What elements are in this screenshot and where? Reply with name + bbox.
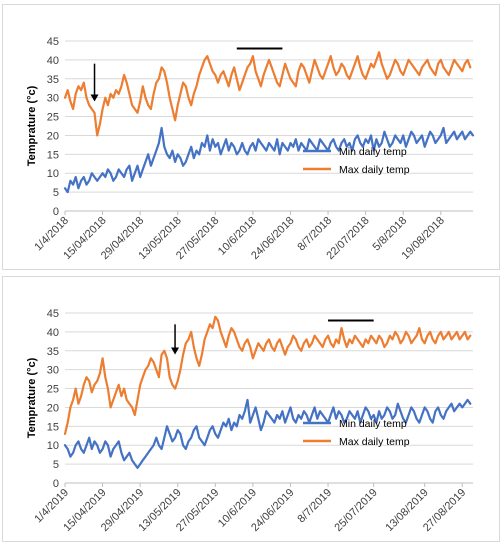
y-tick-label: 30 [47,365,59,377]
x-tick-label: 8/7/2019 [295,487,334,526]
temperature-chart-2019: 0 5 10 15 20 25 30 35 40 45 Temprature (°c) 1/4/201… [26,308,473,534]
y-tick-label: 0 [53,206,59,218]
y-axis-title: Temprature (°c) [26,357,38,438]
series-line-min-daily-temp [63,126,475,194]
y-tick-label: 40 [47,55,59,67]
y-tick-label: 35 [47,74,59,86]
annotation-arrow-head [90,94,99,102]
legend-label-min-daily-temp: Min daily temp [339,418,407,430]
series-line-min-daily-temp [63,398,472,469]
legend-label-max-daily-temp: Max daily temp [339,436,410,448]
chart-panel-2018: 0 5 10 15 20 25 30 35 40 45 Temprature (°c) 1/4/201… [2,4,500,270]
series-line-max-daily-temp [63,315,472,435]
legend-label-max-daily-temp: Max daily temp [339,164,410,176]
x-tick-label: 8/7/2018 [295,215,334,254]
y-tick-label: 0 [53,478,59,490]
temperature-chart-2018: 0 5 10 15 20 25 30 35 40 45 Temprature (°c) 1/4/201… [26,36,475,262]
y-tick-label: 25 [47,384,59,396]
y-tick-label: 20 [47,402,59,414]
y-tick-label: 25 [47,112,59,124]
y-tick-label: 10 [47,168,59,180]
y-tick-label: 35 [47,346,59,358]
y-tick-label: 30 [47,93,59,105]
legend-label-min-daily-temp: Min daily temp [339,146,407,158]
y-tick-label: 15 [47,149,59,161]
y-tick-label: 15 [47,421,59,433]
y-axis-title: Temprature (°c) [26,85,38,166]
y-tick-label: 20 [47,130,59,142]
y-tick-label: 40 [47,327,59,339]
x-tick-label: 1/4/2018 [32,215,71,254]
x-tick-label: 25/07/2019 [332,487,379,534]
series-line-max-daily-temp [63,51,472,137]
chart-panel-2019: 0 5 10 15 20 25 30 35 40 45 Temprature (°c) 1/4/201… [2,276,500,542]
y-tick-label: 10 [47,440,59,452]
y-tick-label: 45 [47,308,59,320]
annotation-arrow-head [171,347,180,355]
y-tick-label: 5 [53,459,59,471]
x-tick-label: 5/8/2018 [371,215,410,254]
y-tick-label: 5 [53,187,59,199]
x-tick-label: 1/4/2019 [32,487,71,526]
y-tick-label: 45 [47,36,59,48]
